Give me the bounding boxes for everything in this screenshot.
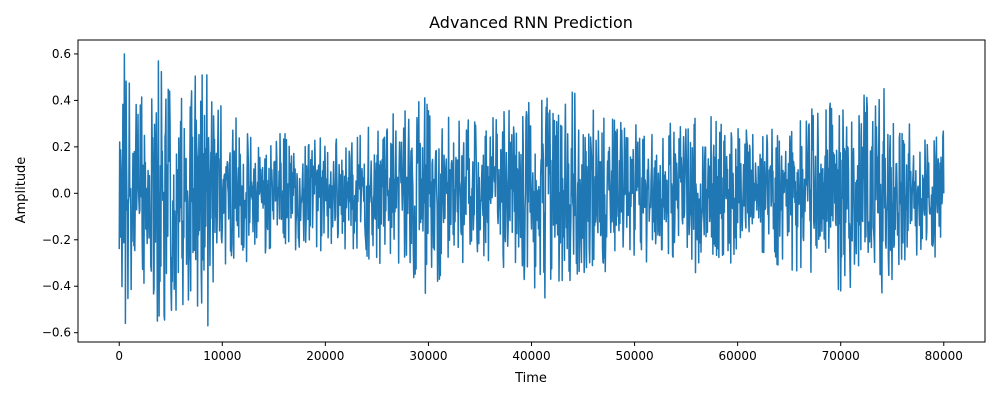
y-tick-label: 0.2 — [52, 140, 71, 154]
x-tick-label: 40000 — [512, 349, 550, 363]
chart-title: Advanced RNN Prediction — [429, 13, 633, 32]
series-layer — [118, 53, 945, 327]
x-tick-label: 60000 — [719, 349, 757, 363]
y-tick-label: 0.4 — [52, 93, 71, 107]
y-tick-label: 0.0 — [52, 186, 71, 200]
y-tick-label: −0.6 — [42, 326, 71, 340]
x-axis: 0 10000 20000 30000 40000 50000 60000 70000 8000… — [115, 342, 963, 363]
x-tick-label: 0 — [115, 349, 123, 363]
y-axis: −0.6 −0.4 −0.2 0.0 0.2 0.4 0.6 — [42, 47, 78, 340]
y-tick-label: 0.6 — [52, 47, 71, 61]
y-axis-title: Amplitude — [14, 157, 29, 224]
x-tick-label: 80000 — [925, 349, 963, 363]
x-tick-label: 10000 — [203, 349, 241, 363]
series-line — [118, 53, 945, 327]
y-tick-label: −0.4 — [42, 279, 71, 293]
x-tick-label: 70000 — [822, 349, 860, 363]
x-tick-label: 20000 — [306, 349, 344, 363]
x-axis-title: Time — [514, 371, 547, 386]
x-tick-label: 30000 — [409, 349, 447, 363]
x-tick-label: 50000 — [615, 349, 653, 363]
y-tick-label: −0.2 — [42, 233, 71, 247]
